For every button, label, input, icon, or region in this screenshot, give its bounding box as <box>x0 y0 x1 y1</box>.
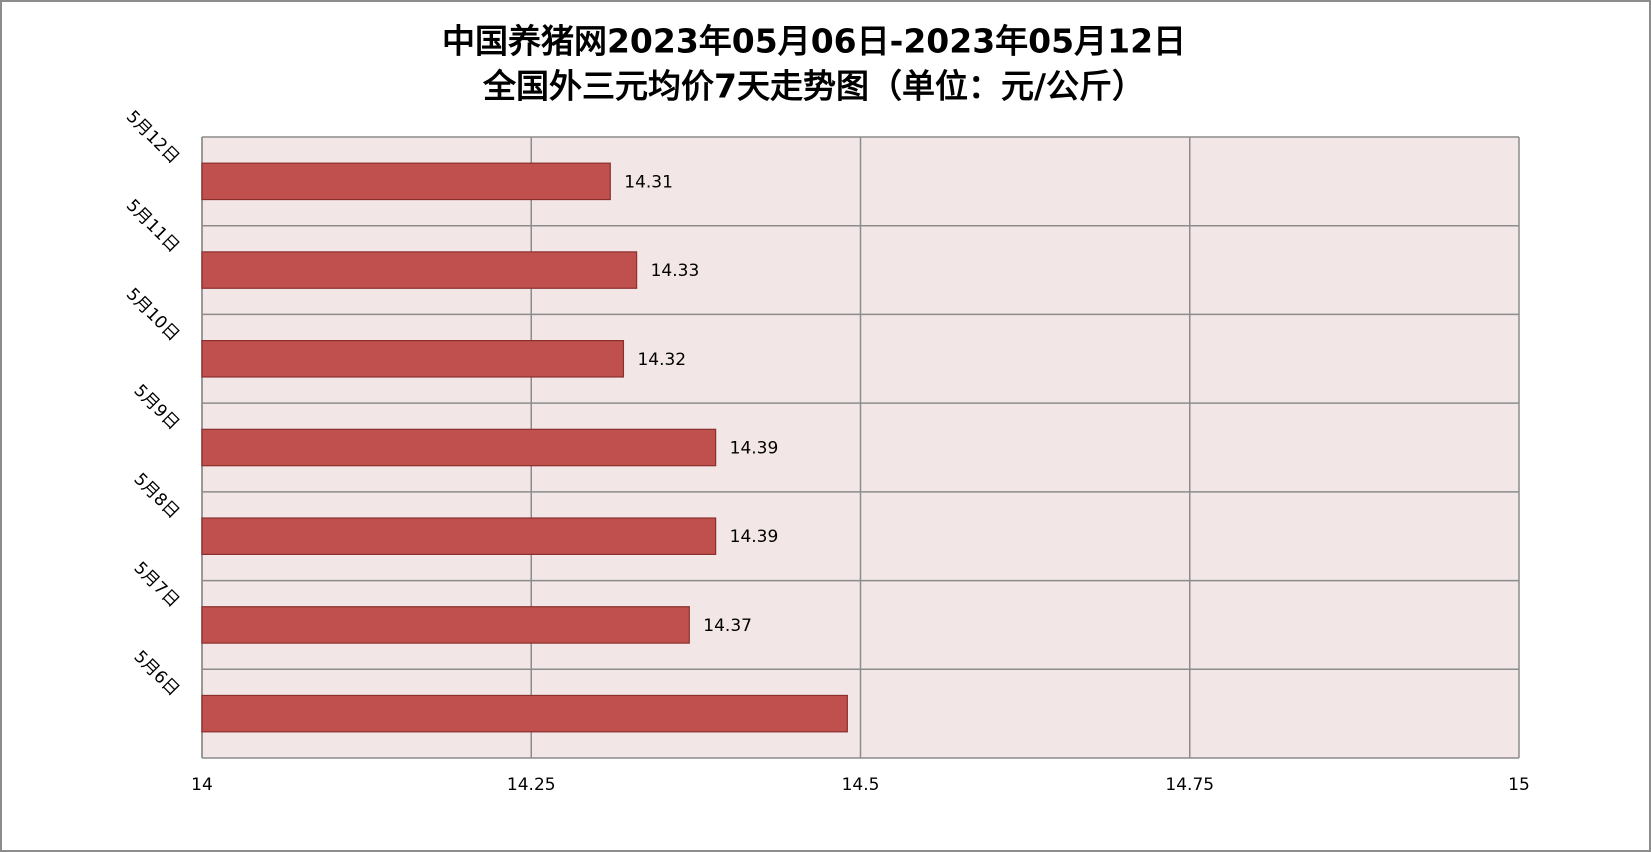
x-tick-label: 15 <box>1508 775 1530 795</box>
bar <box>201 162 611 201</box>
chart-title: 中国养猪网2023年05月06日-2023年05月12日 <box>442 22 1186 61</box>
x-tick-label: 14 <box>191 775 213 795</box>
data-label: 14.39 <box>730 439 779 459</box>
data-label: 14.39 <box>730 527 779 547</box>
bar <box>201 339 625 378</box>
bar <box>201 606 690 644</box>
data-label: 14.33 <box>651 261 700 281</box>
x-tick-label: 14.75 <box>1165 775 1214 795</box>
x-tick-label: 14.5 <box>842 775 880 795</box>
chart-subtitle: 全国外三元均价7天走势图（单位：元/公斤） <box>482 67 1145 106</box>
bar <box>201 694 848 733</box>
x-tick-label: 14.25 <box>507 775 556 795</box>
data-label: 14.37 <box>703 616 752 636</box>
bar <box>201 517 717 556</box>
data-label: 14.31 <box>624 172 673 192</box>
data-label: 14.32 <box>637 350 686 370</box>
bar <box>201 428 717 467</box>
bar <box>201 251 638 289</box>
